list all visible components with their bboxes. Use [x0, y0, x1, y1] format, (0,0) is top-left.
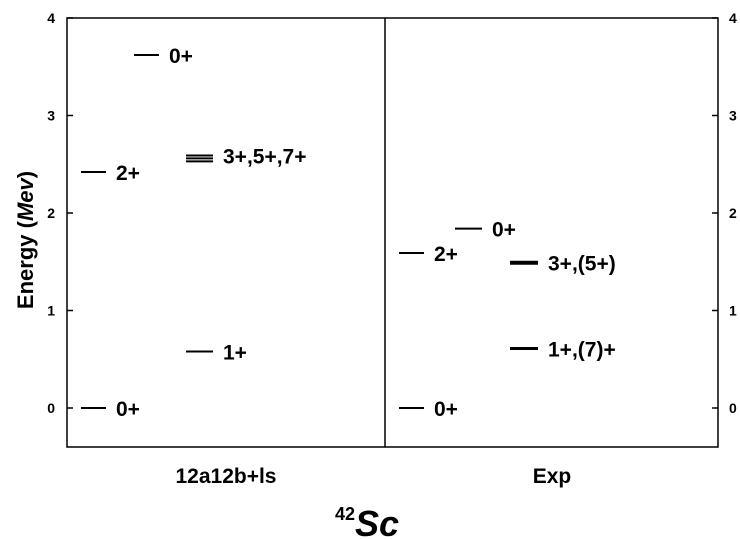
y-tick-label-right-0: 0 [729, 400, 737, 416]
y-tick-label-left-3: 3 [47, 108, 55, 124]
y-tick-label-left-1: 1 [47, 303, 55, 319]
level-label-p1-0: 0+ [434, 398, 458, 421]
y-axis-label: Energy (Mev) [13, 171, 38, 309]
plot-border [66, 17, 719, 448]
level-label-p0-2: 0+ [169, 45, 193, 68]
level-label-p0-0: 0+ [116, 398, 140, 421]
y-tick-label-left-2: 2 [47, 205, 55, 221]
y-axis-ticks: 0 0 1 1 2 2 3 3 4 4 [47, 10, 737, 416]
y-tick-label-left-4: 4 [47, 10, 55, 26]
y-tick-label-right-3: 3 [729, 108, 737, 124]
level-label-p0-3: 1+ [223, 341, 247, 364]
level-label-p1-2: 0+ [492, 219, 516, 242]
level-label-p1-4: 1+,(7)+ [548, 339, 616, 362]
y-tick-label-right-4: 4 [729, 10, 737, 26]
panel-label-right: Exp [533, 465, 572, 488]
level-label-p1-1: 2+ [434, 243, 458, 266]
y-tick-label-left-0: 0 [47, 400, 55, 416]
panel-label-left: 12a12b+ls [175, 465, 276, 488]
nucleus-label: 42Sc [335, 503, 399, 539]
energy-levels: 0+ 2+ 0+ 1+ 3+,5+,7+ 0+ 2+ 0+ 3+,(5+) 1+,(7)+ [81, 45, 616, 421]
level-label-p0-6: 3+,5+,7+ [223, 145, 307, 168]
y-tick-label-right-2: 2 [729, 205, 737, 221]
nucleus-symbol: Sc [355, 503, 399, 539]
plot-frame [66, 17, 719, 448]
nucleus-mass-number: 42 [335, 504, 355, 524]
y-tick-label-right-1: 1 [729, 303, 737, 319]
level-label-p1-3: 3+,(5+) [548, 253, 616, 276]
level-label-p0-1: 2+ [116, 162, 140, 185]
